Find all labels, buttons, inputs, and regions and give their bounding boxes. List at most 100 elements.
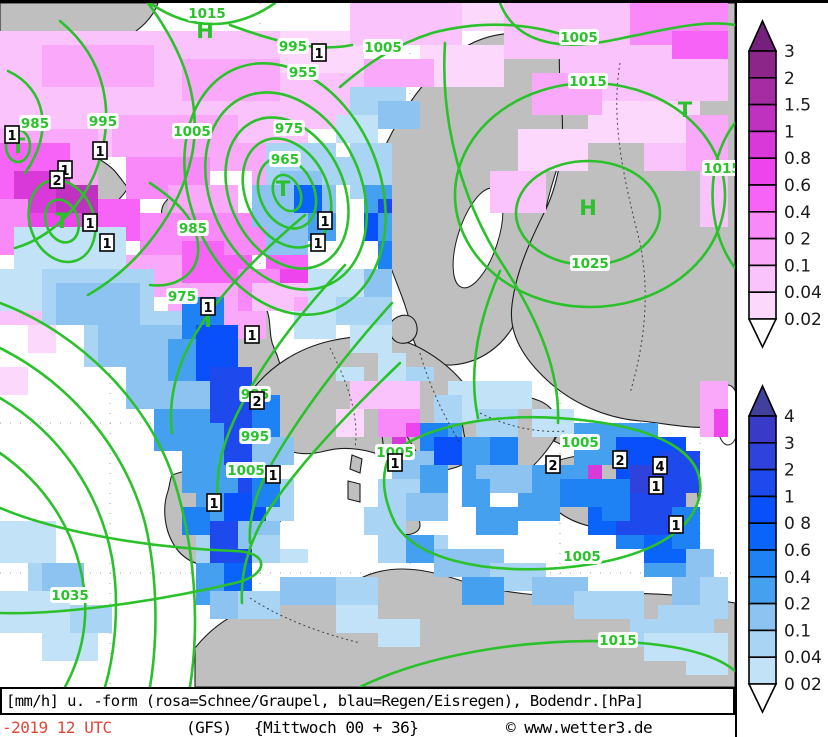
scale-segment bbox=[748, 441, 777, 471]
isobar-label: 985 bbox=[21, 116, 49, 132]
isobar-label-bg bbox=[363, 39, 403, 55]
value-box-bg bbox=[668, 515, 684, 534]
legend-sidebar: 3 2 1.5 1 0.8 0.6 0.4 0 2 0.1 0.04 0.02 4 3 2 1 0 8 0.6… bbox=[735, 3, 828, 737]
rain-cell bbox=[504, 381, 532, 409]
scale-segment bbox=[748, 237, 777, 267]
snow-cell bbox=[518, 129, 588, 171]
precip-value: 1 bbox=[203, 301, 212, 316]
scale-tick-label: 0.8 bbox=[784, 149, 811, 169]
rain-cell bbox=[406, 367, 434, 381]
scale-tick-label: 2 bbox=[784, 69, 795, 89]
rain-cell bbox=[0, 521, 56, 563]
footer-bar: -2019 12 UTC (GFS) {Mittwoch 00 + 36} © … bbox=[0, 715, 735, 737]
scale-tick-label: 4 bbox=[784, 407, 795, 427]
isobar-label-bg bbox=[19, 115, 51, 131]
isobar-label: 1015 bbox=[599, 633, 637, 649]
isobar-label: 1035 bbox=[51, 588, 89, 604]
snow-cell bbox=[588, 101, 700, 143]
rain-cell bbox=[0, 269, 42, 311]
scale-segment bbox=[748, 629, 777, 658]
scale-segment bbox=[748, 157, 777, 186]
isobar-label-bg bbox=[562, 548, 602, 564]
isobar-contours bbox=[0, 3, 737, 689]
value-box-bg bbox=[265, 465, 281, 484]
pressure-center-T: T bbox=[276, 177, 291, 201]
pressure-center-T: T bbox=[678, 98, 693, 122]
scale-segment bbox=[748, 130, 777, 160]
scale-segment bbox=[748, 415, 777, 444]
scale-segment bbox=[748, 103, 777, 133]
scale-segment bbox=[748, 77, 777, 106]
value-box-bg bbox=[652, 456, 668, 475]
rain-cell bbox=[406, 493, 448, 521]
scale-segment bbox=[748, 211, 777, 240]
isobar-label: 995 bbox=[89, 114, 117, 130]
scale-tick-label: 3 bbox=[784, 434, 795, 454]
scale-tick-label: 0.02 bbox=[784, 310, 822, 330]
snow-cell bbox=[350, 381, 420, 409]
isobar-label-bg bbox=[87, 113, 119, 129]
precip-value: 1 bbox=[320, 215, 329, 230]
scale-tick-label: 0.1 bbox=[784, 621, 811, 641]
scale-tick-label: 0.4 bbox=[784, 568, 811, 588]
copyright: © www.wetter3.de bbox=[506, 718, 653, 737]
caption-bar: [mm/h] u. -form (rosa=Schnee/Graupel, bl… bbox=[0, 687, 735, 715]
precip-value: 1 bbox=[247, 329, 256, 344]
snow-cell bbox=[350, 3, 462, 45]
isobar-label: 975 bbox=[168, 289, 196, 305]
isobar-label-bg bbox=[226, 462, 266, 478]
valid-time: {Mittwoch 00 + 36} bbox=[254, 718, 419, 737]
value-box-bg bbox=[206, 493, 222, 512]
rain-cell bbox=[602, 479, 630, 521]
isobar-label: 975 bbox=[275, 121, 303, 137]
isobar-label-bg bbox=[287, 64, 319, 80]
snow-cell bbox=[672, 31, 728, 59]
snow-cell bbox=[714, 409, 728, 437]
value-box-bg bbox=[545, 455, 561, 474]
rain-cell bbox=[686, 633, 728, 675]
value-box-bg bbox=[648, 476, 664, 495]
rain-scale-colorbar: 4 3 2 1 0 8 0.6 0.4 0.2 0.1 0.04 0 02 bbox=[747, 384, 822, 714]
isobar-label-bg bbox=[172, 123, 212, 139]
rain-cell bbox=[336, 605, 378, 633]
rain-cell bbox=[574, 591, 644, 619]
scale-segment bbox=[748, 264, 777, 293]
scale-segment bbox=[748, 549, 777, 578]
value-box-bg bbox=[4, 125, 20, 144]
precip-value: 1 bbox=[209, 497, 218, 512]
country-borders bbox=[249, 62, 646, 644]
value-box-bg bbox=[200, 297, 216, 316]
rain-cell bbox=[434, 437, 462, 465]
scale-tick-label: 2 bbox=[784, 461, 795, 481]
isobar-label: 985 bbox=[179, 221, 207, 237]
isobar-label: 1005 bbox=[173, 124, 211, 140]
scale-segment bbox=[748, 468, 777, 498]
isobar-label: 1015 bbox=[703, 161, 735, 177]
isobar-label-bg bbox=[702, 160, 742, 176]
rain-cell bbox=[378, 619, 420, 647]
scale-arrow-bottom bbox=[747, 683, 778, 714]
scale-arrow-top bbox=[747, 19, 778, 52]
rain-cell bbox=[490, 437, 518, 465]
scale-tick-label: 3 bbox=[784, 42, 795, 62]
rain-cell bbox=[336, 297, 392, 325]
pressure-center-H: H bbox=[579, 196, 597, 220]
isobar-labels: 1015 995 1005 1005 1015 955 985 995 1005 975 965 98… bbox=[19, 5, 742, 649]
isobar-label: 1015 bbox=[188, 6, 226, 22]
isobar-label: 995 bbox=[279, 39, 307, 55]
caption-text: [mm/h] u. -form (rosa=Schnee/Graupel, bl… bbox=[6, 692, 644, 710]
scale-segment bbox=[748, 522, 777, 551]
snow-cell bbox=[588, 465, 602, 479]
rain-cell bbox=[336, 577, 378, 605]
isobar-label-bg bbox=[559, 29, 599, 45]
scale-tick-label: 0 8 bbox=[784, 514, 811, 534]
precip-value: 1 bbox=[102, 237, 111, 252]
precip-value: 2 bbox=[52, 174, 61, 189]
rain-cell bbox=[224, 563, 252, 591]
land-sardinia bbox=[347, 480, 361, 503]
rain-cell bbox=[280, 549, 308, 563]
rain-cell bbox=[476, 507, 518, 535]
